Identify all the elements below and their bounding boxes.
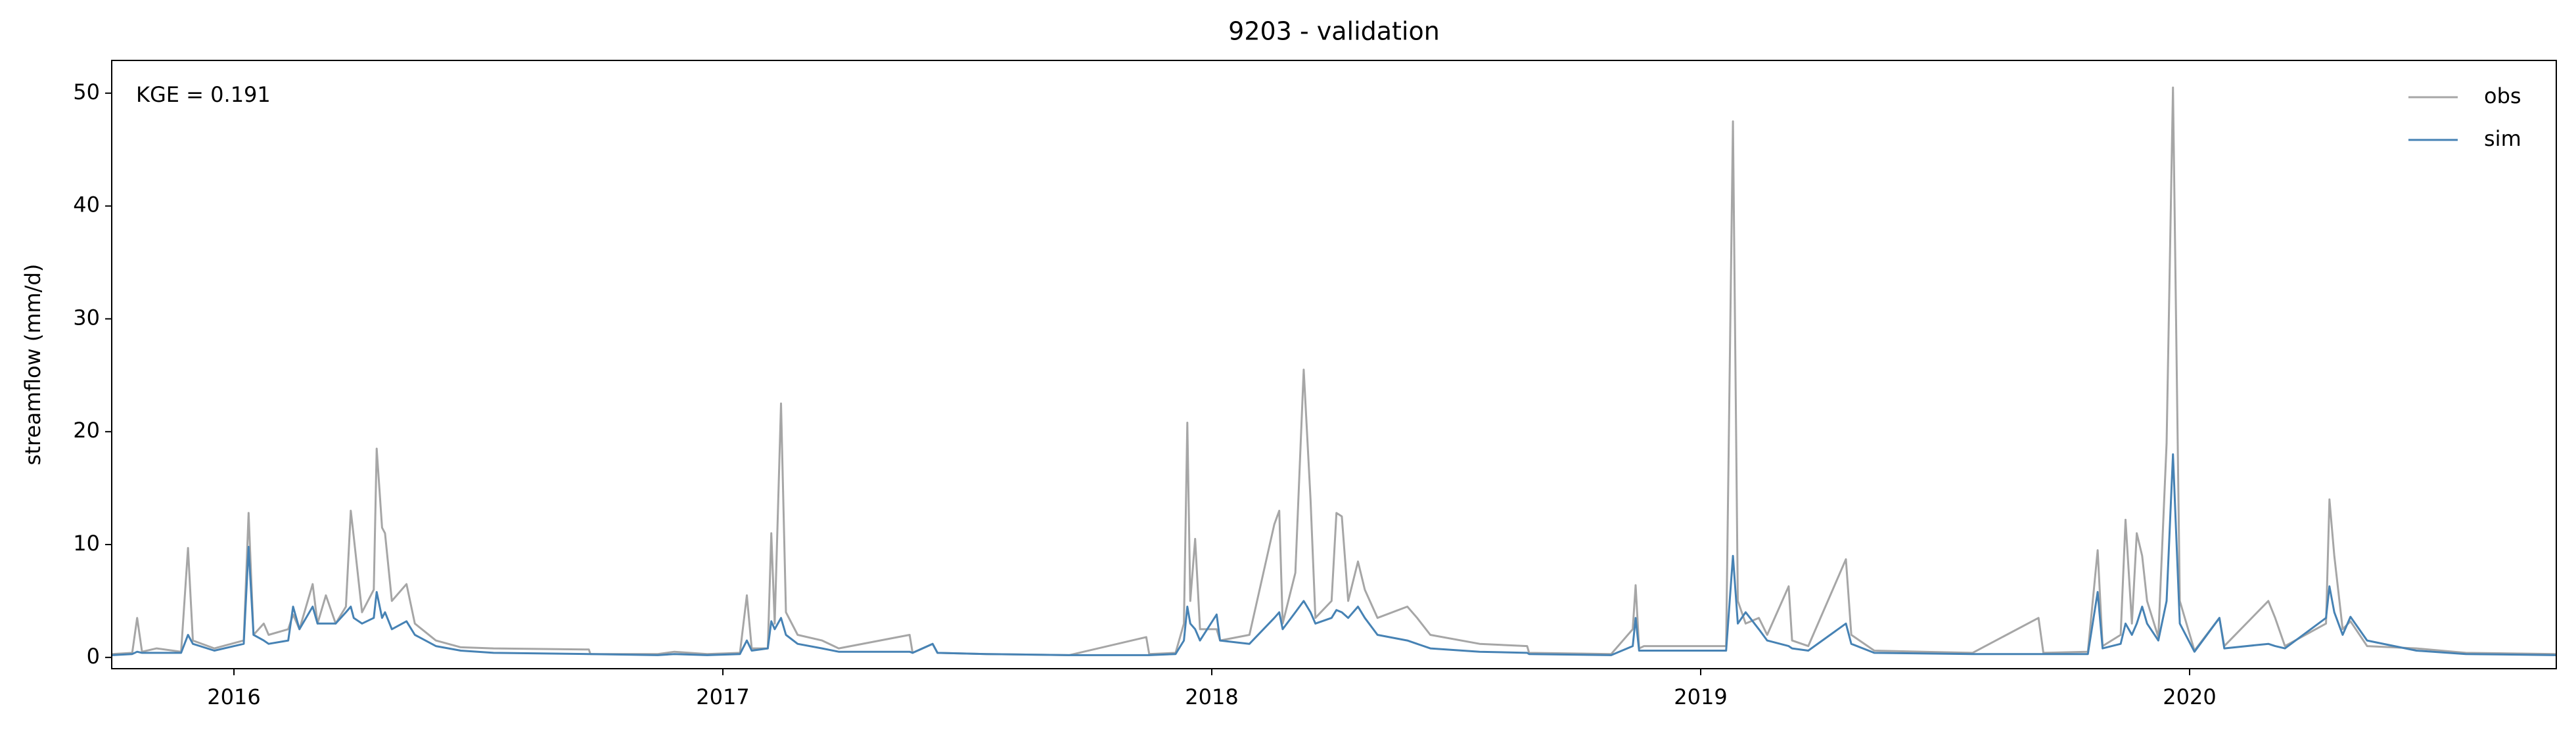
- legend-label: obs: [2484, 83, 2521, 108]
- y-tick-label: 30: [73, 305, 100, 330]
- annotation: KGE = 0.191: [136, 82, 271, 107]
- y-tick-label: 40: [73, 192, 100, 217]
- plot-frame: [111, 60, 2557, 669]
- x-tick-label: 2018: [1185, 684, 1238, 709]
- x-tick-label: 2020: [2163, 684, 2216, 709]
- legend-label: sim: [2484, 126, 2521, 151]
- y-tick-label: 10: [73, 531, 100, 556]
- x-tick-label: 2016: [207, 684, 260, 709]
- y-tick-label: 20: [73, 418, 100, 443]
- y-tick-label: 0: [87, 644, 100, 669]
- x-tick-label: 2019: [1674, 684, 1727, 709]
- series-line: [112, 453, 2557, 656]
- x-tick-label: 2017: [696, 684, 749, 709]
- y-axis-label: streamflow (mm/d): [20, 264, 45, 466]
- y-tick-label: 50: [73, 79, 100, 104]
- series-line: [112, 86, 2557, 656]
- chart-title: 9203 - validation: [1228, 17, 1440, 46]
